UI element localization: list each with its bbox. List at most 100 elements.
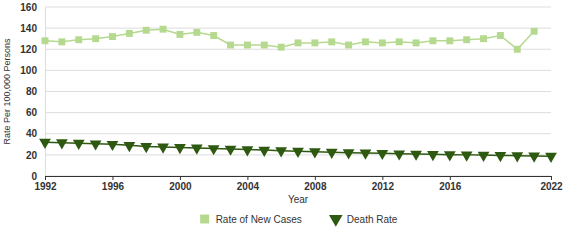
y-tick: 100 bbox=[20, 65, 45, 76]
x-tick: 2022 bbox=[540, 176, 563, 192]
series-marker bbox=[109, 33, 116, 40]
series-marker bbox=[531, 28, 538, 35]
grid-line bbox=[45, 49, 551, 50]
series-marker bbox=[244, 42, 251, 49]
series-marker bbox=[463, 36, 470, 43]
series-marker bbox=[393, 150, 405, 160]
series-marker bbox=[295, 39, 302, 46]
y-tick-label: 140 bbox=[20, 23, 37, 34]
series-marker bbox=[174, 144, 186, 154]
grid-line bbox=[45, 28, 551, 29]
x-tick: 1996 bbox=[102, 176, 125, 192]
grid-line bbox=[45, 70, 551, 71]
series-marker bbox=[140, 143, 152, 153]
x-tick: 2008 bbox=[304, 176, 327, 192]
series-marker bbox=[90, 140, 102, 150]
legend-marker bbox=[200, 215, 209, 224]
series-marker bbox=[275, 147, 287, 157]
series-marker bbox=[176, 31, 183, 38]
series-marker bbox=[191, 145, 203, 155]
series-marker bbox=[208, 145, 220, 155]
series-marker bbox=[73, 140, 85, 150]
x-tick-label: 2012 bbox=[372, 181, 395, 192]
x-tick-label: 2000 bbox=[169, 181, 192, 192]
grid-line bbox=[45, 112, 551, 113]
x-tick-mark bbox=[180, 176, 181, 180]
x-tick-label: 1996 bbox=[102, 181, 125, 192]
series-marker bbox=[227, 42, 234, 49]
y-tick: 160 bbox=[20, 2, 45, 13]
series-marker bbox=[193, 29, 200, 36]
x-tick-mark bbox=[45, 176, 46, 180]
series-marker bbox=[75, 36, 82, 43]
y-tick-label: 60 bbox=[26, 107, 38, 118]
series-marker bbox=[444, 151, 456, 161]
series-marker bbox=[362, 38, 369, 45]
series-marker bbox=[292, 148, 304, 158]
chart: 0204060801001201401601992199620002004200… bbox=[0, 0, 565, 229]
x-tick-mark bbox=[551, 176, 552, 180]
series-marker bbox=[261, 42, 268, 49]
x-axis-title: Year bbox=[288, 194, 309, 205]
x-tick-mark bbox=[382, 176, 383, 180]
series-marker bbox=[429, 37, 436, 44]
series-marker bbox=[480, 35, 487, 42]
legend-item: Death Rate bbox=[329, 214, 398, 227]
y-tick: 120 bbox=[20, 44, 45, 55]
grid-line bbox=[45, 91, 551, 92]
grid-line bbox=[45, 133, 551, 134]
y-tick-label: 0 bbox=[31, 171, 37, 182]
y-tick: 0 bbox=[31, 171, 45, 182]
grid-line bbox=[45, 7, 551, 8]
x-tick-label: 2022 bbox=[540, 181, 563, 192]
series-marker bbox=[126, 30, 133, 37]
series-marker bbox=[92, 35, 99, 42]
series-marker bbox=[242, 146, 254, 156]
series-marker bbox=[326, 149, 338, 159]
series-marker bbox=[360, 150, 372, 160]
legend: Rate of New Cases Death Rate bbox=[200, 214, 398, 227]
series-marker bbox=[58, 38, 65, 45]
y-tick-label: 80 bbox=[26, 86, 38, 97]
y-tick-label: 160 bbox=[20, 2, 37, 13]
series-marker bbox=[511, 152, 523, 162]
x-tick-mark bbox=[315, 176, 316, 180]
y-tick-label: 20 bbox=[26, 150, 38, 161]
y-tick-label: 100 bbox=[20, 65, 37, 76]
legend-label: Rate of New Cases bbox=[216, 214, 302, 225]
series-marker bbox=[309, 148, 321, 158]
series-marker bbox=[123, 142, 135, 152]
x-tick: 2012 bbox=[372, 176, 395, 192]
legend-marker bbox=[329, 215, 343, 227]
y-tick: 80 bbox=[26, 86, 45, 97]
x-tick-label: 2008 bbox=[304, 181, 327, 192]
x-tick-label: 2004 bbox=[237, 181, 260, 192]
series-marker bbox=[345, 42, 352, 49]
series-marker bbox=[42, 37, 49, 44]
x-tick-mark bbox=[247, 176, 248, 180]
series-marker bbox=[379, 39, 386, 46]
series-marker bbox=[278, 44, 285, 51]
series-marker bbox=[497, 32, 504, 39]
series-marker bbox=[514, 46, 521, 53]
grid bbox=[45, 7, 551, 176]
series-marker bbox=[210, 32, 217, 39]
y-tick-label: 40 bbox=[26, 128, 38, 139]
series-marker bbox=[427, 151, 439, 161]
series-marker bbox=[446, 37, 453, 44]
series-marker bbox=[461, 151, 473, 161]
legend-item: Rate of New Cases bbox=[200, 214, 302, 225]
series-marker bbox=[545, 153, 557, 163]
plot: 0204060801001201401601992199620002004200… bbox=[20, 2, 563, 192]
x-tick: 2016 bbox=[439, 176, 462, 192]
y-tick-label: 120 bbox=[20, 44, 37, 55]
series-marker bbox=[39, 139, 51, 149]
series-marker bbox=[528, 153, 540, 163]
series-marker bbox=[396, 38, 403, 45]
x-tick: 2004 bbox=[237, 176, 260, 192]
x-tick: 2000 bbox=[169, 176, 192, 192]
series-marker bbox=[495, 152, 507, 162]
series-marker bbox=[258, 147, 270, 157]
series-marker bbox=[56, 139, 68, 149]
y-axis-title: Rate Per 100,000 Persons bbox=[2, 38, 12, 145]
